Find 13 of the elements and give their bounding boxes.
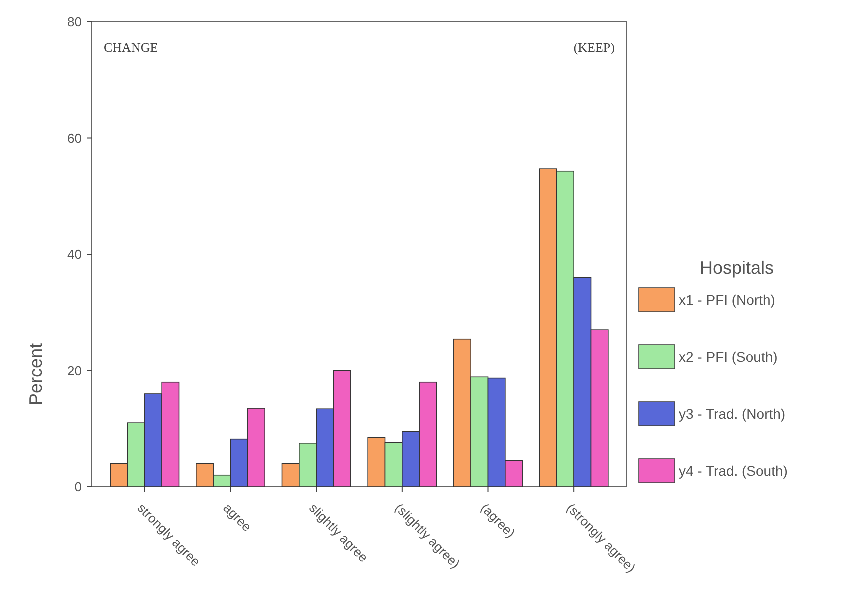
y-tick-label: 60: [68, 130, 82, 146]
y-tick-label: 80: [68, 14, 82, 30]
y-tick-label: 0: [74, 480, 82, 495]
legend-label: x2 - PFI (South): [679, 348, 778, 365]
legend-label: y4 - Trad. (South): [679, 462, 788, 479]
y-tick-label: 40: [68, 247, 82, 262]
legend-label: x1 - PFI (North): [679, 292, 776, 308]
y-tick-label: 20: [68, 363, 82, 378]
annotation: CHANGE: [104, 40, 158, 55]
annotation: (KEEP): [574, 40, 615, 55]
legend-label: y3 - Trad. (North): [679, 406, 786, 422]
legend-title: Hospitals: [700, 258, 774, 278]
y-axis-title: Percent: [26, 343, 46, 406]
